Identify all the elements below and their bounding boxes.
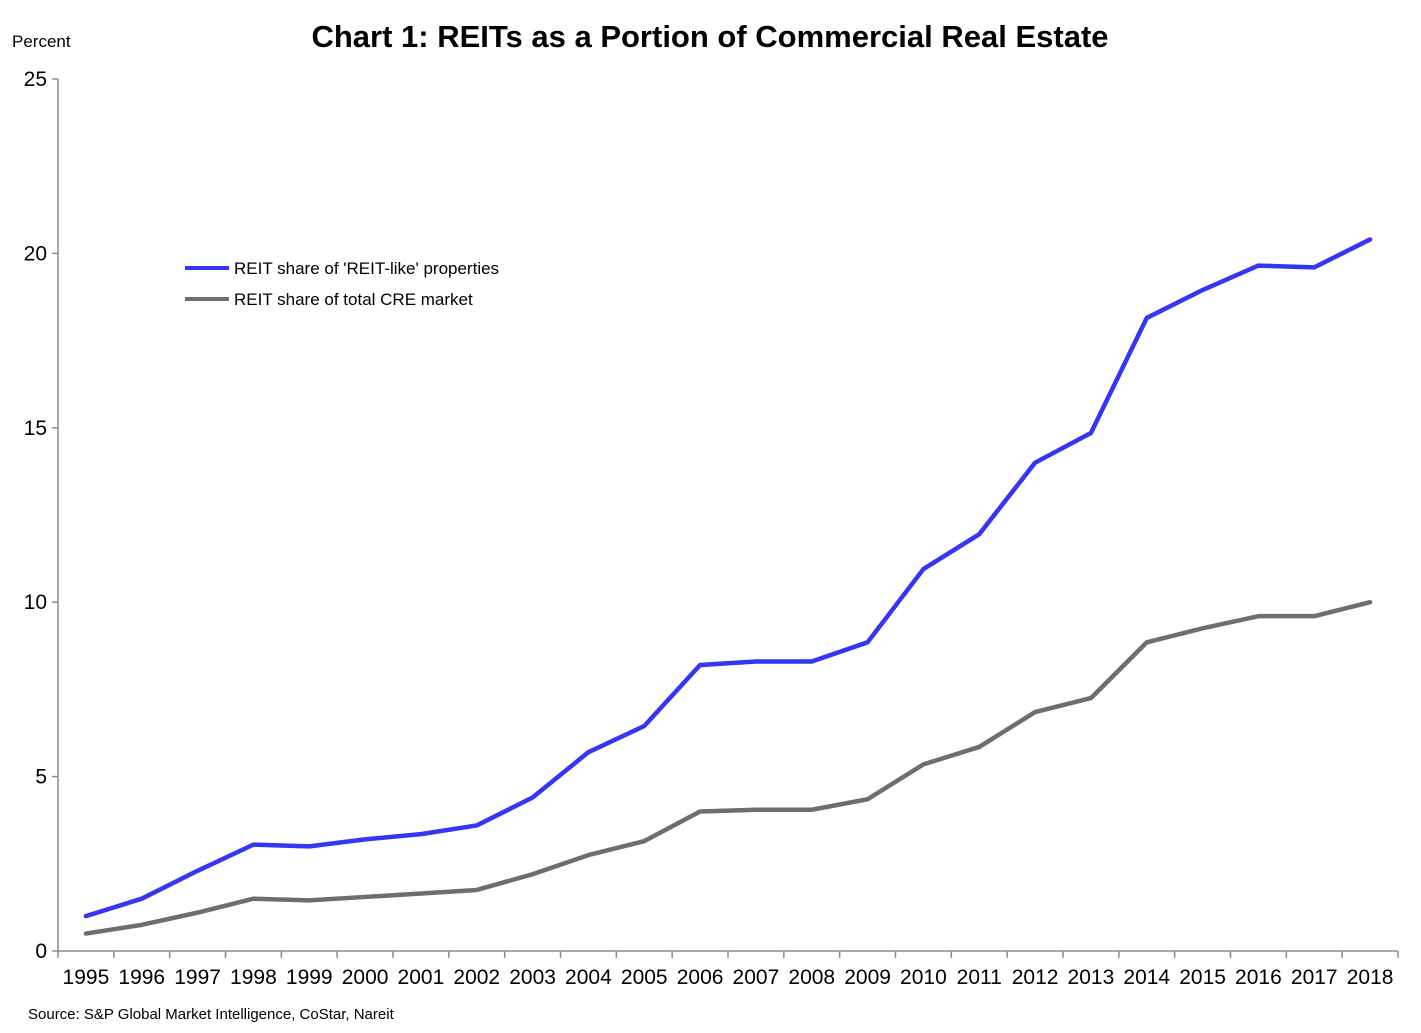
y-tick-label: 10: [24, 591, 47, 614]
x-tick-label: 2010: [900, 966, 947, 989]
x-tick-label: 2018: [1347, 966, 1394, 989]
x-tick-label: 1997: [174, 966, 221, 989]
series-line-total-cre: [83, 599, 1373, 936]
x-tick-label: 2015: [1179, 966, 1226, 989]
chart-title: Chart 1: REITs as a Portion of Commercia…: [311, 19, 1108, 54]
x-tick-label: 2007: [733, 966, 780, 989]
x-tick-label: 1996: [118, 966, 165, 989]
x-tick-label: 2001: [398, 966, 445, 989]
x-tick-label: 2016: [1235, 966, 1282, 989]
x-tick-label: 2002: [453, 966, 500, 989]
x-tick-label: 2008: [788, 966, 835, 989]
axes: [57, 79, 1398, 952]
x-tick-label: 2003: [509, 966, 556, 989]
x-tick-label: 2014: [1123, 966, 1170, 989]
y-ticks: 0 5 10 15 20 25: [24, 68, 58, 963]
y-tick-label: 20: [24, 242, 47, 265]
x-tick-label: 2009: [844, 966, 891, 989]
y-tick-label: 5: [35, 766, 47, 789]
x-tick-label: 2005: [621, 966, 668, 989]
x-tick-label: 1998: [230, 966, 277, 989]
y-tick-label: 0: [35, 940, 47, 963]
x-tick-label: 2013: [1068, 966, 1115, 989]
series-lines: [83, 237, 1373, 936]
x-tick-label: 2017: [1291, 966, 1338, 989]
x-tick-label: 1995: [63, 966, 110, 989]
legend-label-reit-like: REIT share of 'REIT-like' properties: [234, 259, 499, 278]
x-ticks: 1995 1996 1997 1998 1999 2000 2001 2002 2003 2004…: [57, 951, 1399, 989]
x-tick-label: 2004: [565, 966, 612, 989]
source-note: Source: S&P Global Market Intelligence, …: [28, 1006, 395, 1023]
x-tick-label: 2000: [342, 966, 389, 989]
series-line-reit-like: [83, 237, 1373, 919]
x-tick-label: 2006: [677, 966, 724, 989]
legend: REIT share of 'REIT-like' properties REI…: [185, 259, 499, 309]
legend-label-total-cre: REIT share of total CRE market: [234, 290, 473, 309]
x-tick-label: 1999: [286, 966, 333, 989]
y-axis-label: Percent: [12, 32, 71, 51]
y-tick-label: 15: [24, 417, 47, 440]
x-tick-label: 2011: [957, 966, 1002, 989]
x-tick-label: 2012: [1012, 966, 1059, 989]
y-tick-label: 25: [24, 68, 47, 91]
